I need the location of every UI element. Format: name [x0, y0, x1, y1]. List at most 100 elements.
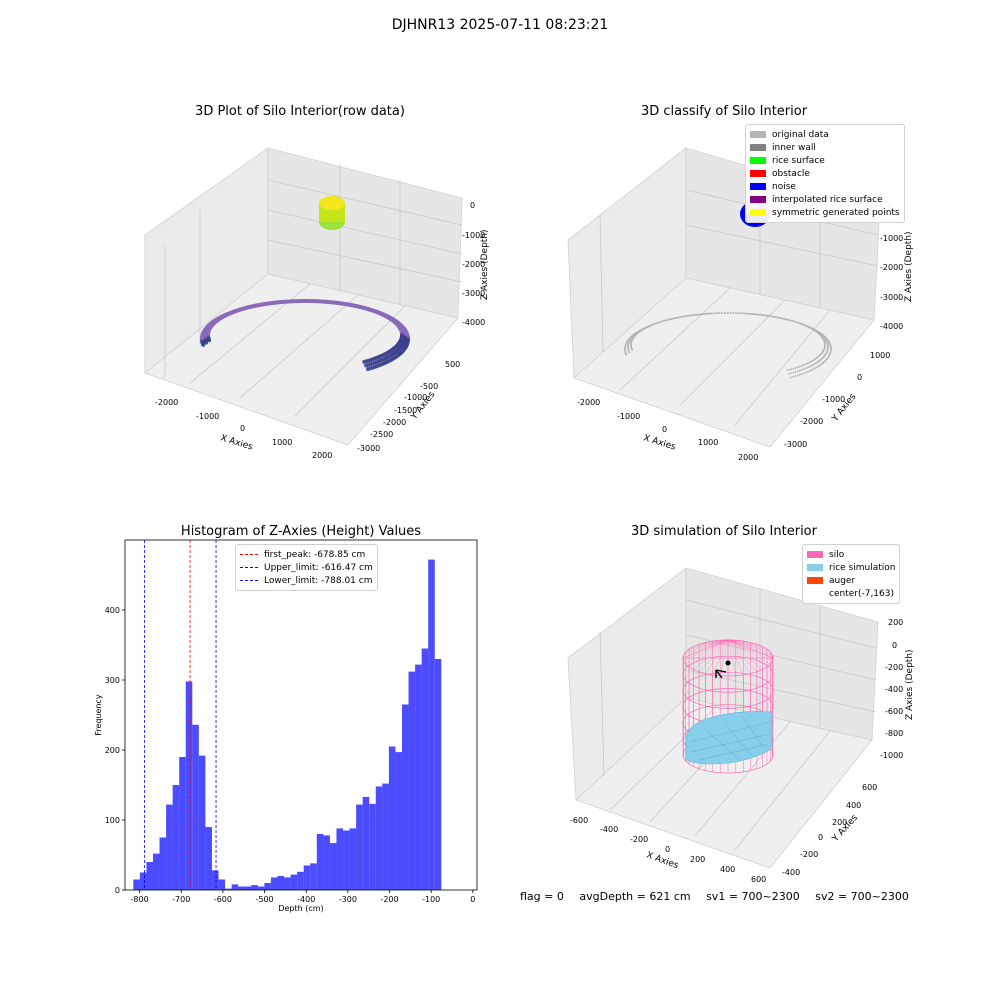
legend-swatch: [807, 564, 823, 571]
legend-item: symmetric generated points: [750, 206, 900, 219]
histogram-legend: first_peak: -678.85 cm Upper_limit: -616.…: [235, 544, 378, 591]
raw-point: [294, 299, 298, 304]
sim-xtick: 200: [690, 855, 705, 864]
histogram-bar: [375, 786, 383, 890]
classify-point: [685, 315, 688, 317]
classify-point: [655, 322, 658, 324]
sim-ztick: -1000: [880, 751, 903, 760]
sim-xtick: 0: [665, 845, 670, 854]
raw-ytick: 500: [445, 360, 460, 369]
silo-roof-line: [688, 639, 729, 650]
sim-ytick: 400: [846, 801, 861, 810]
cls-ytick: 0: [857, 373, 862, 382]
classify-point: [792, 371, 795, 374]
histogram-xtick-label: -600: [214, 895, 232, 904]
histogram-x-ticks: -800 -700 -600 -500 -400 -300 -200 -100 0: [131, 890, 475, 904]
classify-point: [749, 313, 752, 315]
classify-point: [794, 371, 797, 373]
histogram-bar: [211, 870, 219, 890]
silo-roof-line: [727, 639, 773, 662]
classify-point: [788, 368, 791, 371]
histogram-title: Histogram of Z-Axies (Height) Values: [180, 524, 422, 539]
classify-point: [795, 321, 798, 324]
classify-point: [657, 321, 660, 324]
silo-roof-line: [685, 639, 729, 665]
classify-point: [640, 328, 643, 331]
classify-point: [664, 319, 667, 322]
histogram-bar: [428, 559, 435, 890]
classify-point: [692, 314, 695, 316]
histogram-bar: [434, 659, 442, 890]
legend-item: Upper_limit: -616.47 cm: [240, 561, 373, 574]
classify-point: [802, 364, 804, 367]
sv2-text: sv2 = 700~2300: [815, 890, 909, 903]
histogram-xtick-label: -200: [380, 895, 398, 904]
histogram-bar: [284, 877, 291, 890]
classify-point: [738, 312, 741, 315]
histogram-bar: [356, 804, 363, 890]
legend-item: Lower_limit: -788.01 cm: [240, 574, 373, 587]
classify-point: [723, 312, 726, 314]
raw-point: [296, 299, 301, 304]
classify-point: [804, 371, 807, 374]
classify-point: [712, 312, 715, 315]
legend-item: auger: [807, 574, 895, 587]
classify-point: [796, 374, 799, 377]
classify-point: [639, 329, 642, 332]
classify-point: [715, 312, 717, 315]
classify-point: [816, 361, 819, 363]
legend-swatch: [750, 209, 766, 216]
histogram-bar: [159, 837, 167, 890]
silo-roof-line: [720, 639, 729, 676]
classify-point: [819, 364, 822, 366]
classify-point: [802, 368, 805, 371]
cls-xtick: 2000: [738, 453, 758, 462]
sim-ytick: 200: [832, 818, 847, 827]
legend-item: rice surface: [750, 154, 900, 167]
classify-point: [790, 372, 793, 375]
raw-point: [362, 359, 367, 364]
silo-roof-line: [699, 639, 729, 645]
classify-point: [695, 313, 698, 316]
sim-ztick: 0: [892, 641, 897, 650]
raw-xtick: 0: [240, 424, 245, 433]
histogram-xlabel: Depth (cm): [278, 904, 323, 913]
classify-point: [671, 317, 674, 320]
sim-ztick: -400: [885, 685, 903, 694]
classify-point: [776, 316, 779, 319]
silo-roof-line: [727, 639, 736, 676]
silo-roof-line: [727, 639, 768, 650]
classify-point: [790, 376, 792, 379]
histogram-bar: [166, 804, 173, 890]
classify-point: [814, 362, 816, 365]
classify-point: [706, 312, 709, 315]
classify-point: [637, 330, 640, 332]
classify-point: [662, 320, 664, 322]
sim-xtick: -600: [570, 816, 588, 825]
classify-point: [797, 322, 800, 324]
cls-ytick: -1000: [822, 395, 845, 404]
classify-point: [703, 313, 706, 315]
sim-ztick: -600: [885, 707, 903, 716]
classify-point: [796, 370, 799, 373]
classify-point: [709, 312, 712, 315]
histogram-xtick-label: -400: [297, 895, 315, 904]
legend-item: rice simulation: [807, 561, 895, 574]
raw-ytick: -2500: [370, 430, 393, 439]
classify-point: [808, 326, 810, 329]
classify-point: [800, 365, 803, 367]
panel-sim-title: 3D simulation of Silo Interior: [631, 524, 817, 539]
histogram-bar: [303, 865, 311, 890]
raw-xtick: 2000: [312, 451, 332, 460]
classify-point: [788, 373, 790, 375]
classify-point: [700, 313, 703, 316]
raw-point-cloud: [200, 299, 410, 372]
legend-swatch: [807, 590, 823, 597]
classify-point: [771, 315, 774, 318]
panel-raw-title: 3D Plot of Silo Interior(row data): [195, 104, 405, 119]
classify-point: [635, 332, 637, 334]
classify-point: [786, 369, 789, 372]
legend-swatch: [750, 170, 766, 177]
sim-ytick: -400: [782, 868, 800, 877]
